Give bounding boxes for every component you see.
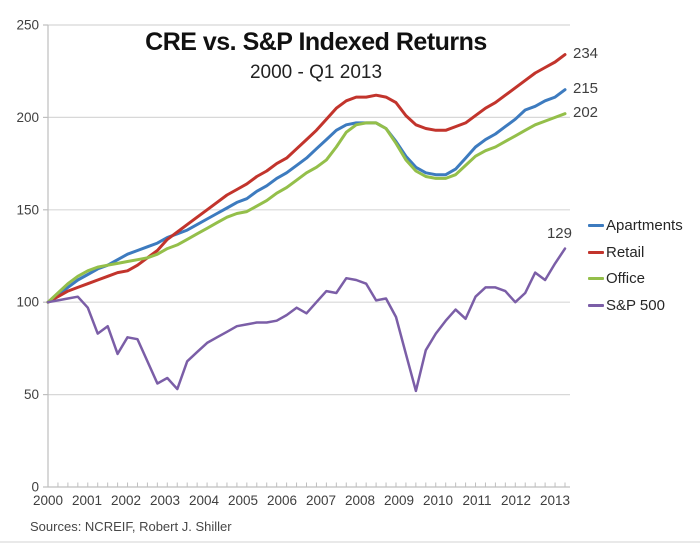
legend-item-apartments: Apartments [588,216,683,234]
legend-label: Retail [606,243,645,261]
x-axis-label: 2003 [150,493,180,508]
legend-label: Office [606,269,645,287]
x-axis-label: 2007 [306,493,336,508]
series-line-sp500 [46,247,567,393]
x-axis-label: 2004 [189,493,220,508]
x-axis-label: 2011 [462,493,491,508]
y-axis-label: 200 [16,110,39,125]
chart-title: CRE vs. S&P Indexed Returns [145,28,487,56]
legend-line-sample-retail [588,250,604,254]
x-axis-label: 2013 [540,493,570,508]
end-label-office: 202 [573,104,599,121]
y-axis-label: 150 [16,202,39,217]
legend-item-retail: Retail [588,243,645,261]
legend-line-sample-apartments [588,223,604,227]
x-axis-label: 2001 [72,493,102,508]
end-label-retail: 234 [573,45,599,62]
y-axis-label: 0 [31,480,39,495]
x-axis-label: 2000 [33,493,63,508]
x-axis-label: 2012 [501,493,531,508]
legend-item-sp500: S&P 500 [588,296,665,314]
x-axis-label: 2005 [228,493,258,508]
series-line-office [46,112,567,304]
legend-line-sample-sp500 [588,303,604,307]
x-axis-label: 2002 [111,493,141,508]
legend-label: Apartments [606,216,683,234]
legend-item-office: Office [588,269,645,287]
x-axis-label: 2010 [423,493,453,508]
source-citation: Sources: NCREIF, Robert J. Shiller [30,519,232,534]
series-line-retail [46,53,567,304]
legend-label: S&P 500 [606,296,665,314]
legend-line-sample-office [588,276,604,280]
y-axis-label: 250 [16,18,39,33]
y-axis-label: 100 [16,295,39,310]
end-label-apartments: 215 [573,80,599,97]
x-axis-label: 2006 [267,493,297,508]
end-label-sp500: 129 [546,225,572,242]
series-line-apartments [46,88,567,304]
y-axis-label: 50 [24,387,39,402]
chart-subtitle: 2000 - Q1 2013 [249,62,383,83]
x-axis-label: 2009 [384,493,414,508]
x-axis-label: 2008 [345,493,375,508]
